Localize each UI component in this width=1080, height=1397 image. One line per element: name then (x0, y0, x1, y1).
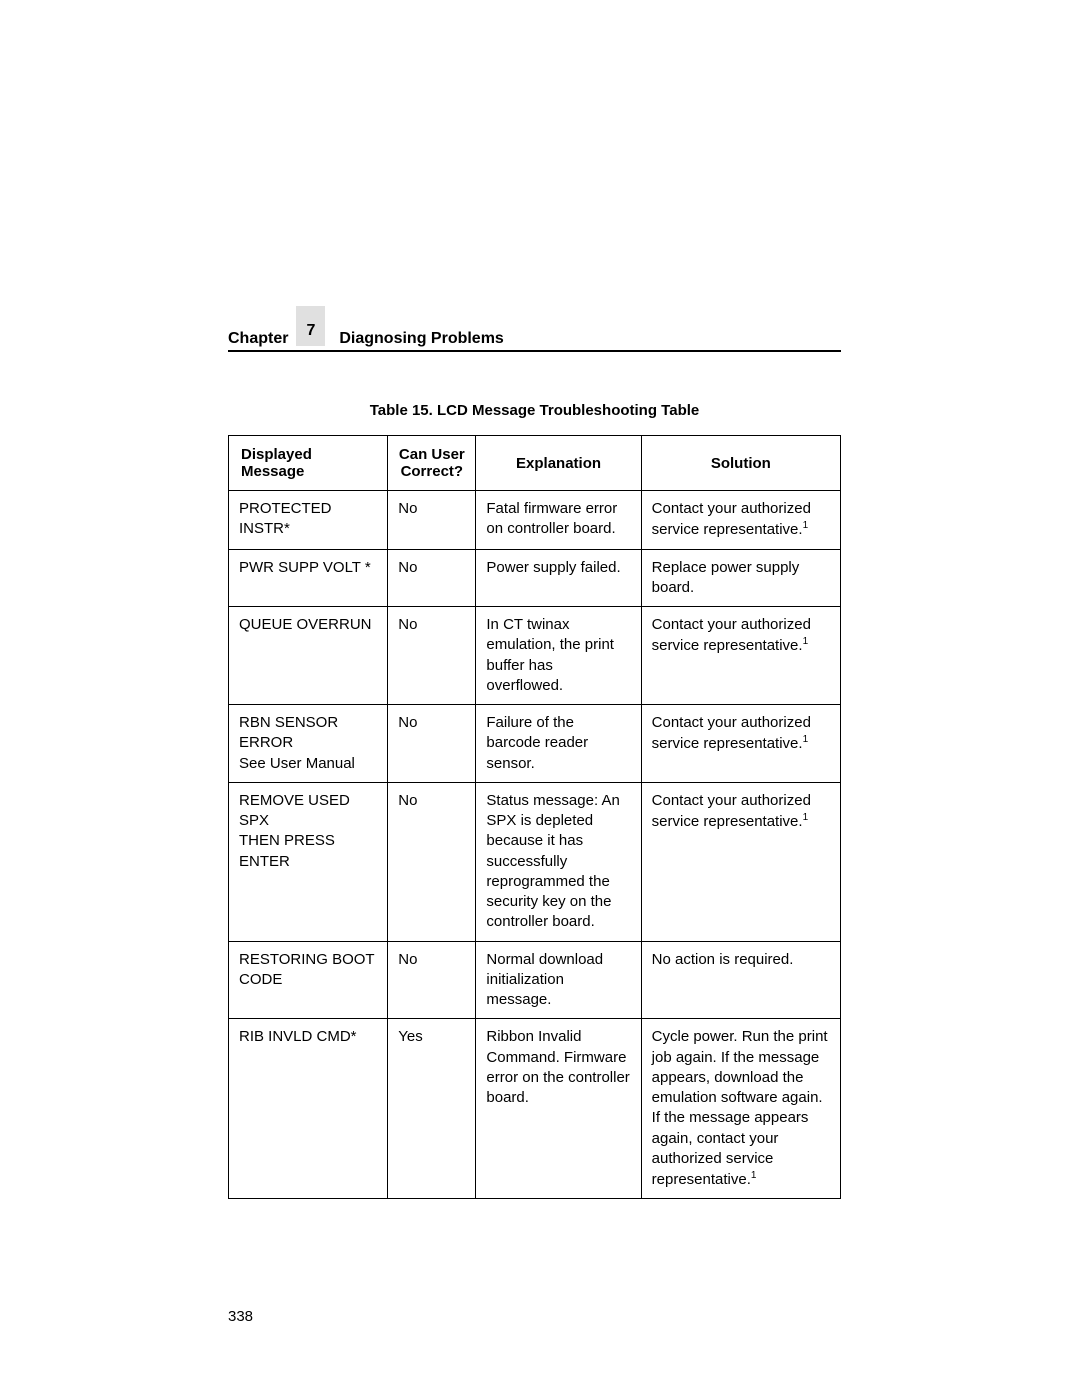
cell-message: REMOVE USED SPX THEN PRESS ENTER (229, 782, 388, 941)
cell-message: RIB INVLD CMD* (229, 1019, 388, 1199)
cell-explanation: In CT twinax emulation, the print buffer… (476, 607, 641, 705)
chapter-title: Diagnosing Problems (339, 330, 503, 348)
footnote-marker: 1 (803, 520, 809, 531)
footnote-marker: 1 (803, 636, 809, 647)
cell-correct: Yes (388, 1019, 476, 1199)
cell-solution: No action is required. (641, 941, 840, 1019)
header-solution: Solution (641, 436, 840, 491)
cell-explanation: Normal download initialization message. (476, 941, 641, 1019)
cell-explanation: Ribbon Invalid Command. Firmware error o… (476, 1019, 641, 1199)
footnote-marker: 1 (751, 1170, 757, 1181)
page-number: 338 (228, 1308, 253, 1325)
cell-solution: Cycle power. Run the print job again. If… (641, 1019, 840, 1199)
solution-text: Contact your authorized service represen… (652, 792, 811, 830)
table-row: RESTORING BOOT CODENoNormal download ini… (229, 941, 841, 1019)
cell-solution: Contact your authorized service represen… (641, 705, 840, 783)
cell-solution: Contact your authorized service represen… (641, 782, 840, 941)
solution-text: Contact your authorized service represen… (652, 616, 811, 654)
cell-correct: No (388, 549, 476, 607)
table-caption: Table 15. LCD Message Troubleshooting Ta… (228, 402, 841, 419)
table-row: PWR SUPP VOLT *NoPower supply failed. Rep… (229, 549, 841, 607)
cell-explanation: Fatal firmware error on controller board… (476, 491, 641, 550)
solution-text: No action is required. (652, 951, 794, 968)
header-correct: Can User Correct? (388, 436, 476, 491)
cell-message: QUEUE OVERRUN (229, 607, 388, 705)
cell-correct: No (388, 941, 476, 1019)
solution-text: Cycle power. Run the print job again. If… (652, 1028, 828, 1188)
table-row: QUEUE OVERRUNNoIn CT twinax emulation, t… (229, 607, 841, 705)
cell-correct: No (388, 607, 476, 705)
solution-text: Contact your authorized service represen… (652, 500, 811, 538)
table-row: PROTECTED INSTR*NoFatal firmware error o… (229, 491, 841, 550)
footnote-marker: 1 (803, 734, 809, 745)
chapter-label: Chapter (228, 330, 288, 348)
troubleshooting-table: Displayed Message Can User Correct? Expl… (228, 435, 841, 1199)
cell-correct: No (388, 782, 476, 941)
cell-explanation: Failure of the barcode reader sensor. (476, 705, 641, 783)
footnote-marker: 1 (803, 812, 809, 823)
table-header-row: Displayed Message Can User Correct? Expl… (229, 436, 841, 491)
cell-message: PROTECTED INSTR* (229, 491, 388, 550)
table-row: RBN SENSOR ERROR See User ManualNoFailur… (229, 705, 841, 783)
chapter-header: Chapter 7 Diagnosing Problems (228, 330, 841, 352)
cell-solution: Contact your authorized service represen… (641, 491, 840, 550)
header-message: Displayed Message (229, 436, 388, 491)
table-row: RIB INVLD CMD*YesRibbon Invalid Command.… (229, 1019, 841, 1199)
solution-text: Replace power supply board. (652, 559, 800, 596)
cell-explanation: Status message: An SPX is depleted becau… (476, 782, 641, 941)
solution-text: Contact your authorized service represen… (652, 714, 811, 752)
cell-explanation: Power supply failed. (476, 549, 641, 607)
cell-correct: No (388, 491, 476, 550)
chapter-number: 7 (296, 306, 325, 346)
header-explanation: Explanation (476, 436, 641, 491)
cell-solution: Replace power supply board. (641, 549, 840, 607)
cell-message: RBN SENSOR ERROR See User Manual (229, 705, 388, 783)
cell-solution: Contact your authorized service represen… (641, 607, 840, 705)
table-row: REMOVE USED SPX THEN PRESS ENTERNoStatus… (229, 782, 841, 941)
cell-message: RESTORING BOOT CODE (229, 941, 388, 1019)
cell-correct: No (388, 705, 476, 783)
cell-message: PWR SUPP VOLT * (229, 549, 388, 607)
